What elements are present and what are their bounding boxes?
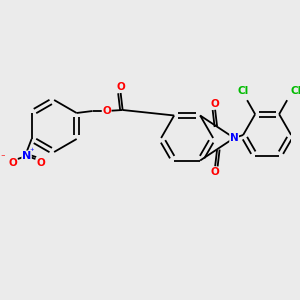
Text: O: O — [116, 82, 125, 92]
Text: O: O — [211, 167, 220, 177]
Text: O: O — [102, 106, 111, 116]
Text: N: N — [230, 133, 239, 143]
Text: O: O — [8, 158, 17, 168]
Text: O: O — [36, 158, 45, 168]
Text: $^{-}$: $^{-}$ — [0, 152, 6, 160]
Text: N: N — [22, 151, 31, 161]
Text: O: O — [211, 99, 220, 109]
Text: Cl: Cl — [290, 86, 300, 96]
Text: $^{+}$: $^{+}$ — [28, 146, 34, 155]
Text: Cl: Cl — [238, 86, 249, 96]
